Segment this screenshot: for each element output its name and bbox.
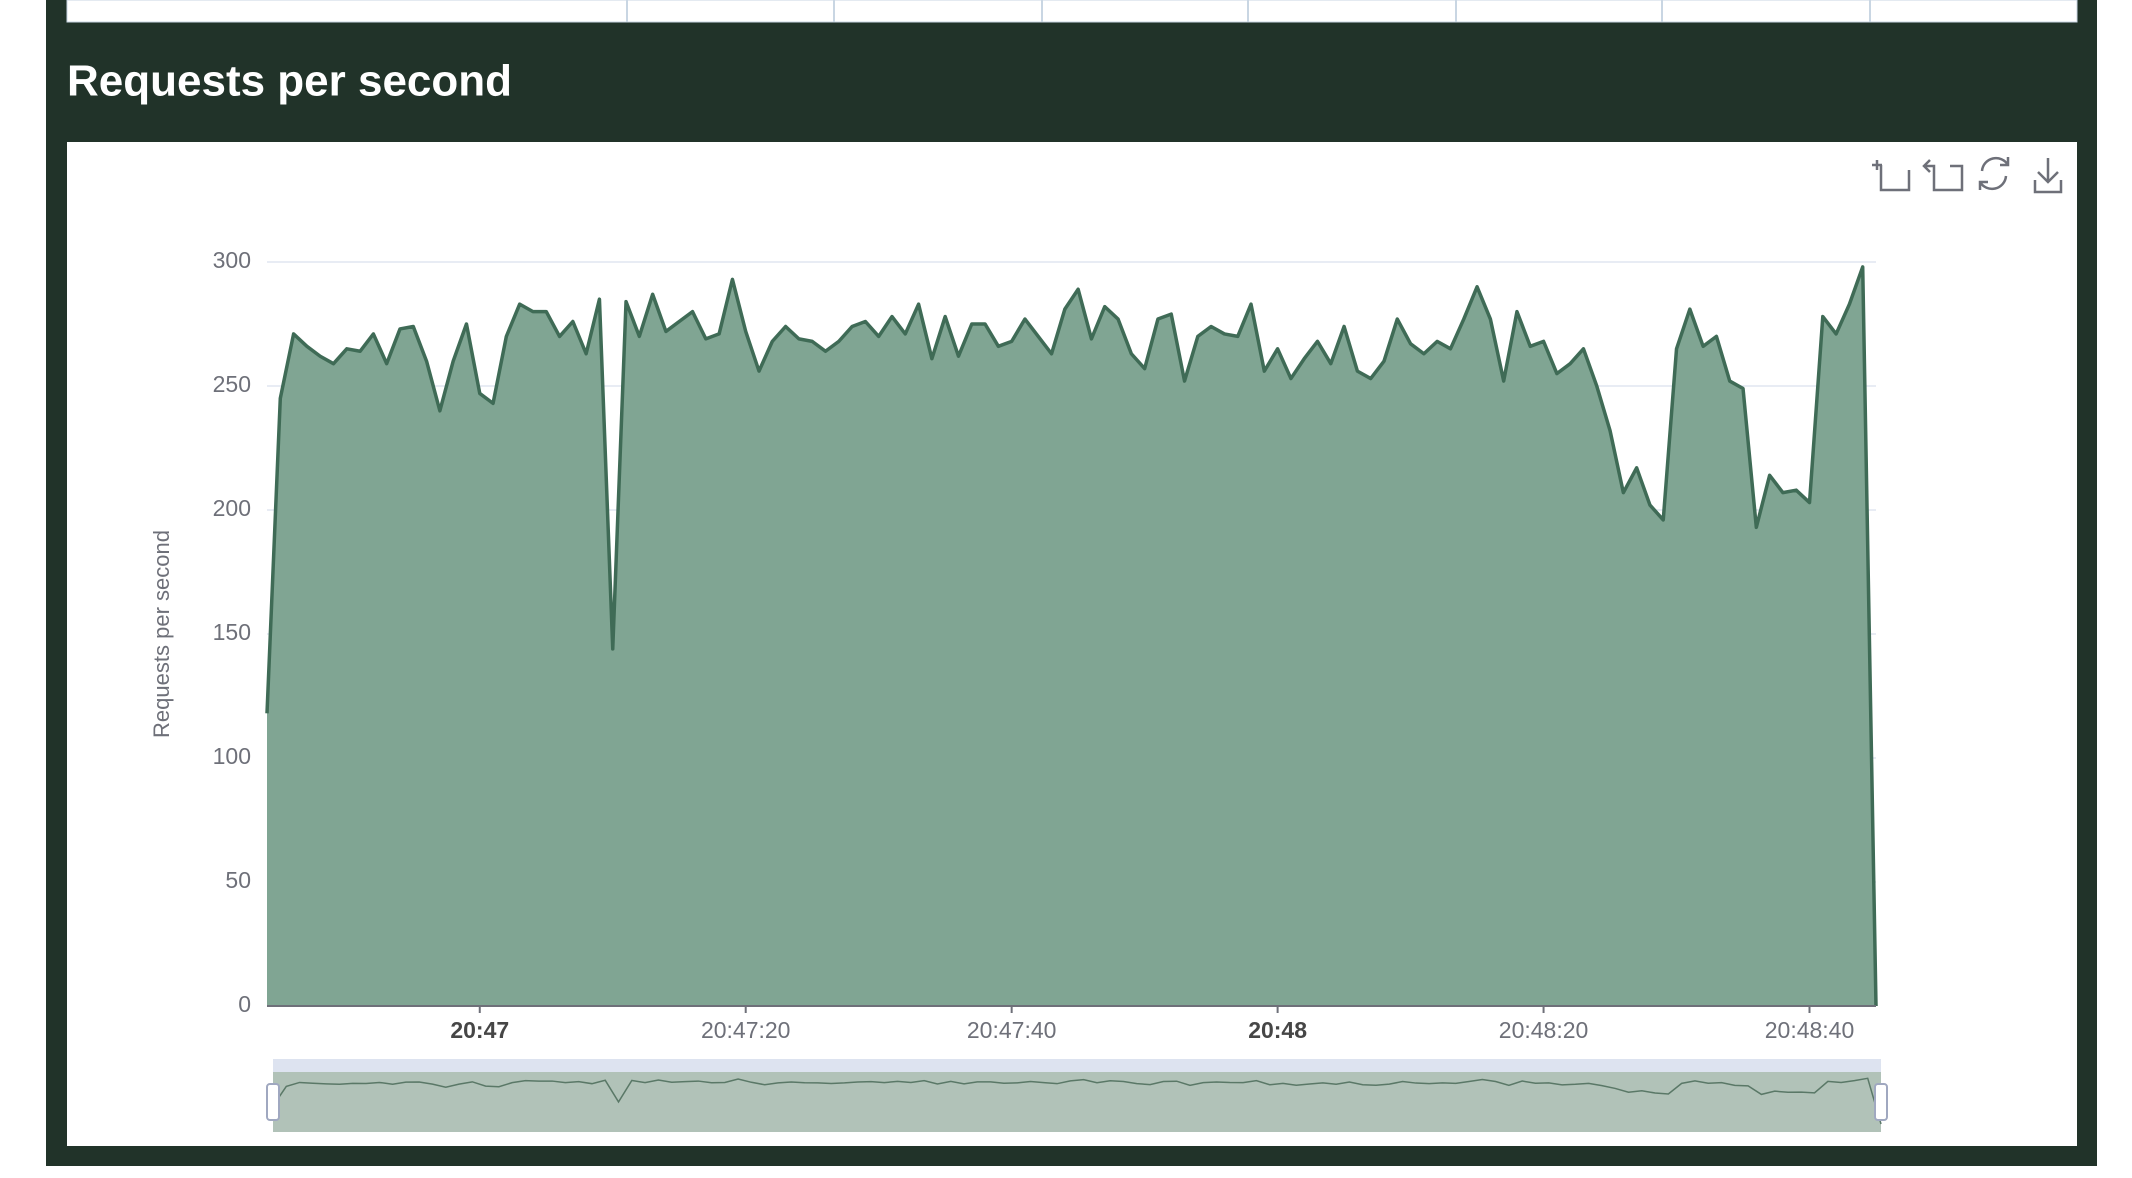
y-tick-label: 250 — [213, 371, 251, 397]
toolbox[interactable] — [1872, 156, 2063, 194]
y-tick-label: 50 — [225, 867, 251, 893]
y-tick-label: 300 — [213, 247, 251, 273]
x-tick-label: 20:47:40 — [967, 1017, 1057, 1043]
zoom-reset-icon[interactable] — [1922, 159, 1964, 192]
table-remnant — [66, 0, 2078, 23]
table-dividers — [626, 0, 1871, 22]
slider-handle[interactable] — [1874, 1083, 1888, 1121]
section-heading: Requests per second — [67, 57, 512, 106]
y-axis-title: Requests per second — [149, 530, 174, 738]
x-tick-label: 20:48:20 — [1499, 1017, 1589, 1043]
area — [267, 266, 1876, 1007]
slider-bar — [273, 1059, 1881, 1072]
y-tick-label: 0 — [238, 991, 251, 1017]
y-tick-label: 150 — [213, 619, 251, 645]
zoom-icon[interactable] — [1872, 160, 1911, 192]
x-tick-label: 20:48:40 — [1765, 1017, 1855, 1043]
save-icon[interactable] — [2033, 158, 2063, 194]
line — [265, 265, 1878, 1007]
x-tick-label: 20:47 — [450, 1017, 509, 1043]
x-tick-label: 20:48 — [1248, 1017, 1307, 1043]
restore-icon[interactable] — [1978, 156, 2010, 191]
x-tick-label: 20:47:20 — [701, 1017, 791, 1043]
slider-track — [273, 1072, 1881, 1132]
slider-handle[interactable] — [266, 1083, 280, 1121]
y-tick-label: 100 — [213, 743, 251, 769]
y-tick-label: 200 — [213, 495, 251, 521]
slider-overview — [272, 1077, 1882, 1125]
